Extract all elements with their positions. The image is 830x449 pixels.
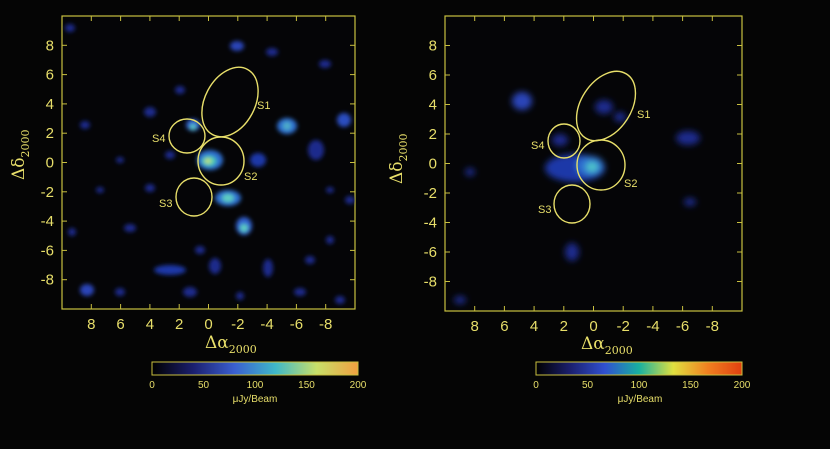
source-ellipse-s3: [175, 177, 213, 217]
colorbar-left-unit: μJy/Beam: [233, 394, 278, 405]
source-label-s3: S3: [159, 198, 172, 210]
x-tick-label: -4: [646, 318, 659, 335]
y-axis-label-right: Δδ2000: [387, 133, 410, 184]
y-tick-label: -2: [424, 185, 437, 202]
colorbar-tick-label: 50: [582, 380, 594, 391]
y-tick-label: 8: [46, 37, 54, 54]
source-ellipse-s3: [553, 184, 591, 224]
colorbar-tick-label: 100: [631, 380, 648, 391]
source-label-s4: S4: [152, 133, 165, 145]
x-axis-label-left: Δα2000: [205, 333, 257, 356]
x-tick-label: 2: [175, 316, 183, 333]
y-tick-label: -6: [424, 244, 437, 261]
y-tick-label: 2: [429, 126, 437, 143]
panel-right: S1 S2 S3 S4 8 6 4 2 0 -2 -4 -6 -8 8 6 4 2 0 -2 -4 -6 -8 Δ…: [387, 15, 751, 405]
colorbar-tick-label: 150: [682, 380, 699, 391]
x-tick-label: 2: [560, 318, 568, 335]
colorbar-left: 0 50 100 150 200 μJy/Beam: [149, 361, 367, 405]
y-tick-label: -4: [424, 215, 437, 232]
source-ellipse-s1: [201, 66, 259, 138]
source-label-s1: S1: [637, 109, 650, 121]
x-tick-label: -6: [676, 318, 689, 335]
x-tick-label: -8: [706, 318, 719, 335]
y-tick-label: 0: [46, 155, 54, 172]
panel-left: S1 S2 S3 S4 8 6 4 2 0 -2 -4 -6 -8 8 6 4 2 0 -2 -4 -6 -8 Δ…: [9, 15, 367, 405]
x-tick-label: 0: [589, 318, 597, 335]
emission-map-left: [65, 24, 355, 304]
x-axis-label-right: Δα2000: [581, 334, 633, 357]
x-tick-label: -2: [231, 316, 244, 333]
y-tick-label: 8: [429, 38, 437, 55]
source-ellipse-s4: [168, 118, 206, 154]
source-ellipse-s1: [575, 70, 637, 142]
source-label-s2: S2: [624, 178, 637, 190]
y-tick-label: -8: [41, 272, 54, 289]
colorbar-tick-label: 50: [198, 380, 210, 391]
y-axis-label-left: Δδ2000: [9, 129, 32, 180]
x-tick-label: 6: [500, 318, 508, 335]
colorbar-tick-label: 100: [247, 380, 264, 391]
x-tick-label: -8: [319, 316, 332, 333]
y-tick-label: 2: [46, 125, 54, 142]
x-tick-label: 4: [146, 316, 154, 333]
y-tick-label: 4: [46, 96, 54, 113]
y-tick-label: -2: [41, 184, 54, 201]
x-tick-label: -6: [290, 316, 303, 333]
colorbar-tick-label: 0: [149, 380, 155, 391]
y-tick-label: 4: [429, 97, 437, 114]
source-ellipse-s2: [576, 139, 626, 191]
y-tick-label: 0: [429, 156, 437, 173]
source-ellipse-s4: [547, 123, 581, 159]
emission-map-right: [454, 92, 700, 304]
y-tick-label: 6: [429, 67, 437, 84]
y-tick-label: -4: [41, 213, 54, 230]
y-tick-label: -6: [41, 242, 54, 259]
axis-ticks-left: 8 6 4 2 0 -2 -4 -6 -8 8 6 4 2 0 -2 -4 -6 -8: [41, 16, 355, 333]
colorbar-tick-label: 200: [350, 380, 367, 391]
colorbar-tick-label: 150: [298, 380, 315, 391]
x-tick-label: 8: [87, 316, 95, 333]
y-tick-label: 6: [46, 67, 54, 84]
source-label-s3: S3: [538, 204, 551, 216]
colorbar-left-gradient: [151, 361, 359, 376]
source-label-s2: S2: [244, 171, 257, 183]
colorbar-right-gradient: [535, 361, 743, 376]
colorbar-right-unit: μJy/Beam: [618, 394, 663, 405]
x-tick-label: -2: [617, 318, 630, 335]
colorbar-right: 0 50 100 150 200 μJy/Beam: [533, 361, 751, 405]
x-tick-label: 8: [471, 318, 479, 335]
colorbar-tick-label: 0: [533, 380, 539, 391]
source-label-s4: S4: [531, 140, 544, 152]
x-tick-label: 6: [116, 316, 124, 333]
x-tick-label: 4: [530, 318, 538, 335]
source-ellipse-s2: [197, 136, 245, 186]
source-label-s1: S1: [257, 100, 270, 112]
colorbar-tick-label: 200: [734, 380, 751, 391]
x-tick-label: -4: [260, 316, 273, 333]
x-tick-label: 0: [204, 316, 212, 333]
y-tick-label: -8: [424, 274, 437, 291]
axis-ticks-right: 8 6 4 2 0 -2 -4 -6 -8 8 6 4 2 0 -2 -4 -6 -8: [424, 16, 742, 335]
